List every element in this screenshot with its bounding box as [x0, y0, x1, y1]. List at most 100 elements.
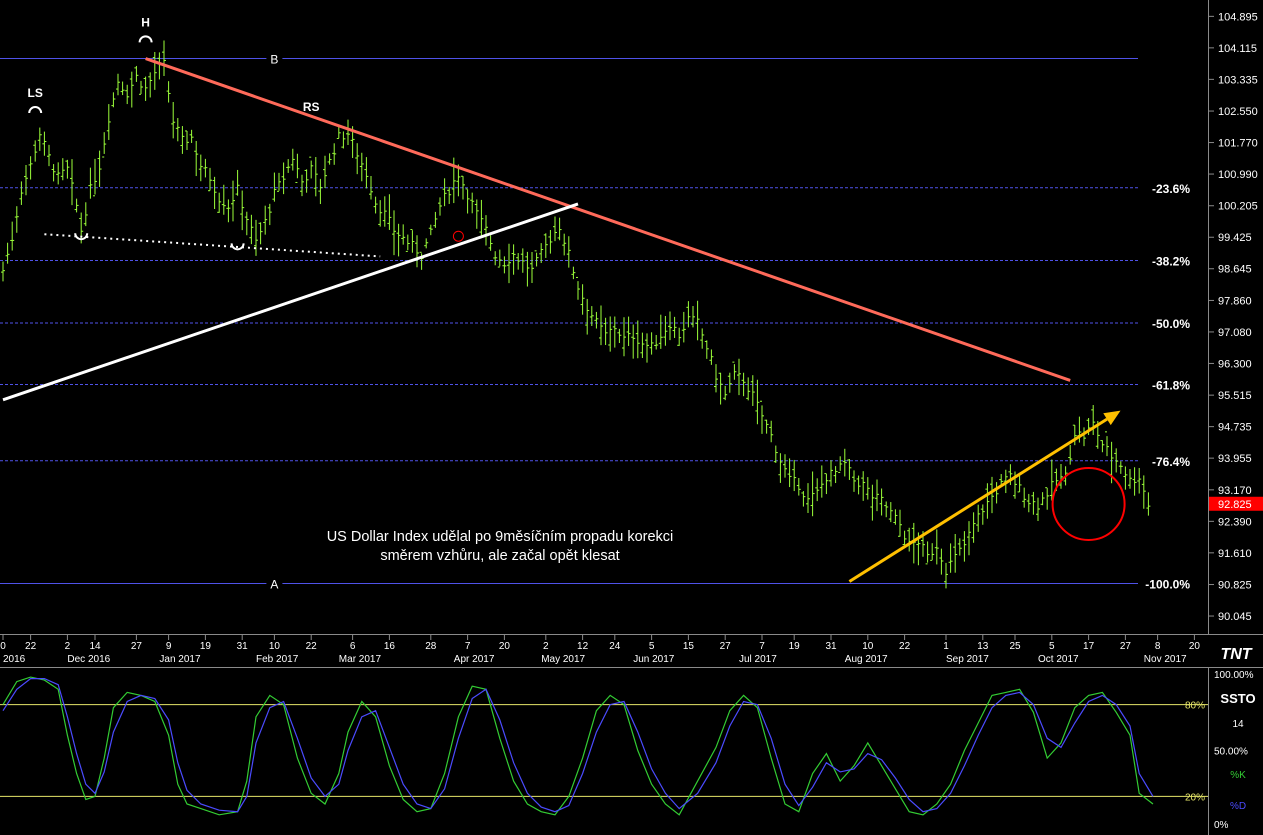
- month-label: Jan 2017: [159, 654, 201, 665]
- price-bar: [939, 548, 944, 575]
- price-bar: [677, 327, 682, 346]
- price-bar: [654, 334, 659, 350]
- price-bar: [332, 143, 337, 165]
- price-bar: [244, 211, 249, 236]
- price-bar: [1045, 487, 1050, 510]
- day-tick-label: 22: [25, 641, 37, 652]
- osc-axis-label: 0%: [1214, 820, 1229, 831]
- price-bar: [1059, 464, 1063, 489]
- stochastic-panel: 80% 20% 100.00% 50.00% 0% SSTO 14 %K %D: [0, 668, 1256, 835]
- price-bar: [571, 266, 576, 280]
- price-bar: [852, 470, 856, 492]
- day-tick-label: 27: [131, 641, 143, 652]
- price-bar: [465, 188, 470, 214]
- price-bar: [194, 140, 199, 177]
- price-bar: [254, 219, 258, 256]
- price-bar: [143, 76, 148, 101]
- month-label: Apr 2017: [454, 654, 495, 665]
- price-bar: [879, 488, 884, 516]
- price-bar: [829, 460, 833, 487]
- price-bar: [769, 420, 774, 443]
- level-label-r50: -50.0%: [1152, 317, 1190, 331]
- price-bar: [695, 300, 700, 341]
- osc-title: SSTO: [1220, 691, 1255, 706]
- price-bar: [543, 233, 548, 258]
- price-bar: [953, 533, 958, 573]
- day-tick-label: 16: [384, 641, 396, 652]
- price-tick-label: 104.895: [1218, 11, 1258, 23]
- price-bar: [125, 84, 130, 105]
- price-bar: [148, 72, 153, 98]
- price-bar: [925, 541, 930, 565]
- price-bar: [56, 162, 61, 185]
- trendline-rising: [848, 417, 1108, 583]
- price-bar: [387, 194, 392, 230]
- day-tick-label: 6: [350, 641, 356, 652]
- month-label: Aug 2017: [845, 654, 888, 665]
- osc-legend-d: %D: [1230, 801, 1246, 812]
- price-bar: [608, 316, 613, 352]
- price-bar: [530, 252, 534, 284]
- price-bar: [686, 301, 691, 328]
- price-bar: [888, 502, 893, 523]
- price-bar: [1031, 491, 1036, 515]
- price-bar: [198, 154, 203, 182]
- day-tick-label: 22: [899, 641, 911, 652]
- price-bar: [971, 512, 976, 543]
- last-price-label: 92.825: [1218, 499, 1252, 511]
- price-bar: [93, 158, 97, 197]
- price-tick-label: 91.610: [1218, 548, 1252, 560]
- price-bar: [355, 143, 360, 175]
- level-label-r764: -76.4%: [1152, 455, 1190, 469]
- price-bar: [507, 243, 511, 284]
- price-bar: [1100, 440, 1105, 453]
- price-bar: [281, 162, 286, 195]
- price-bar: [10, 221, 15, 251]
- price-bar: [111, 92, 116, 108]
- price-bar: [985, 483, 990, 519]
- price-bar: [1128, 468, 1132, 489]
- price-bar: [580, 284, 585, 315]
- price-bar: [732, 361, 737, 380]
- trendline-arrowhead: [1103, 410, 1121, 426]
- osc-level-label: 80%: [1185, 701, 1205, 712]
- logo: TNT: [1220, 646, 1252, 663]
- price-bar: [290, 148, 295, 171]
- price-bar: [792, 459, 797, 492]
- price-bar: [658, 314, 663, 349]
- price-bar: [217, 192, 222, 213]
- month-label: Jul 2017: [739, 654, 777, 665]
- price-bar: [373, 196, 378, 214]
- price-bar: [474, 199, 479, 229]
- price-bar: [626, 316, 631, 346]
- price-bar: [1141, 475, 1146, 509]
- price-bar: [930, 543, 935, 561]
- price-bar: [516, 253, 521, 270]
- price-bar: [1137, 467, 1142, 494]
- annotation-line-1: US Dollar Index udělal po 9měsíčním prop…: [326, 529, 674, 545]
- price-bar: [723, 385, 728, 401]
- price-bar: [5, 242, 10, 264]
- day-tick-label: 27: [720, 641, 732, 652]
- price-tick-label: 94.735: [1218, 422, 1252, 434]
- price-bar: [309, 156, 314, 179]
- price-bar: [47, 144, 51, 167]
- price-bar: [672, 316, 677, 338]
- price-bar: [313, 157, 318, 197]
- price-bar: [787, 458, 792, 488]
- price-bar: [37, 127, 42, 151]
- price-bar: [272, 172, 277, 202]
- price-bar: [520, 248, 525, 273]
- price-bar: [240, 190, 245, 231]
- day-tick-label: 31: [237, 641, 249, 652]
- price-bar: [764, 419, 769, 434]
- osc-axis-label: 50.00%: [1214, 747, 1248, 758]
- retracement-levels: -23.6% -38.2% -50.0% -61.8% -76.4% -100.0% B A: [0, 50, 1190, 592]
- price-bar: [562, 233, 567, 256]
- price-bar: [1114, 448, 1119, 473]
- price-bar: [847, 458, 852, 480]
- pattern-marks: LS H RS: [28, 15, 1126, 541]
- day-tick-label: 0: [0, 641, 6, 652]
- price-bar: [842, 448, 847, 477]
- day-tick-label: 5: [649, 641, 655, 652]
